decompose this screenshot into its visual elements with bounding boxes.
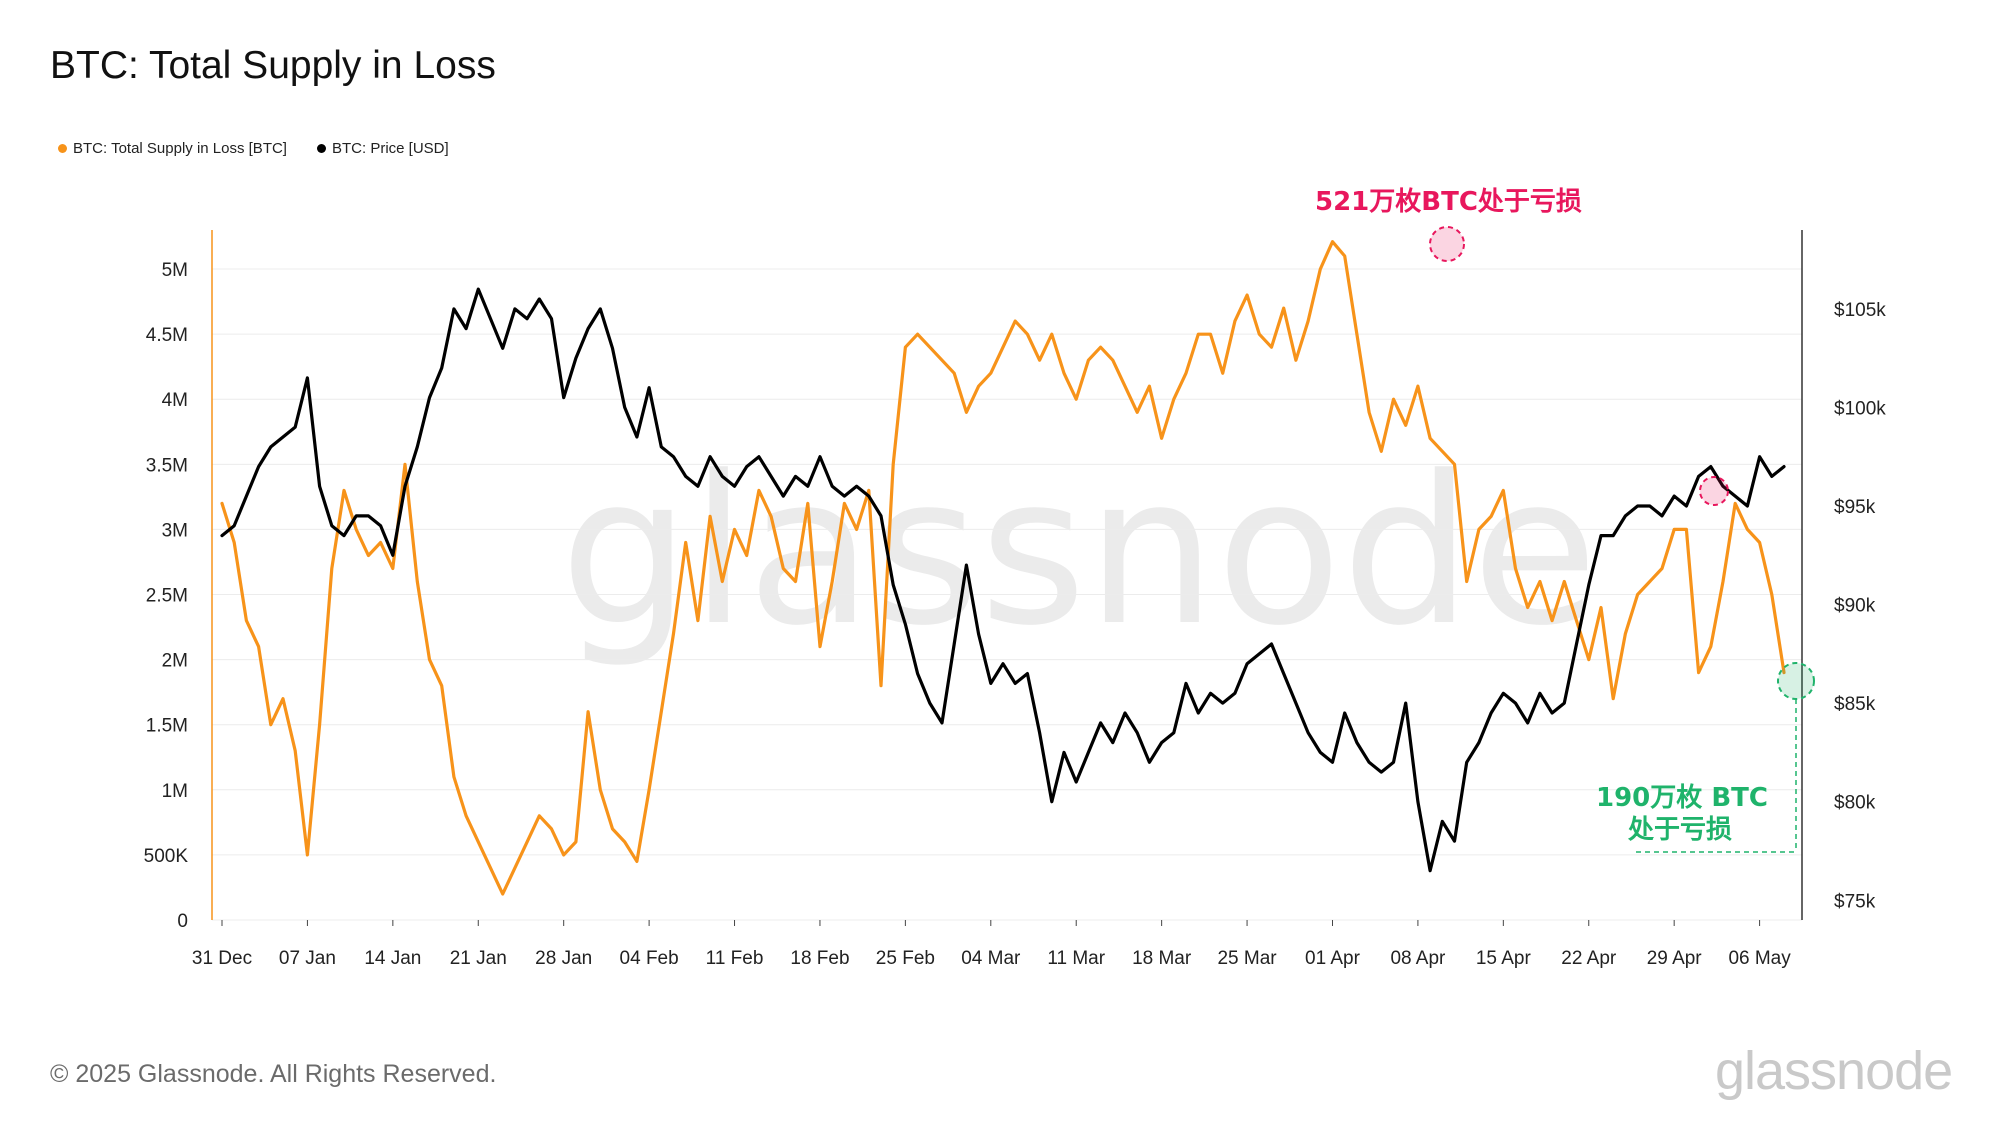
legend-label-supply: BTC: Total Supply in Loss [BTC]	[73, 140, 287, 157]
x-tick-label: 29 Apr	[1647, 948, 1703, 969]
right-tick-label: $100k	[1834, 398, 1886, 419]
legend-label-price: BTC: Price [USD]	[331, 140, 449, 157]
x-tick-label: 04 Feb	[620, 948, 679, 969]
x-tick-label: 15 Apr	[1476, 948, 1532, 969]
legend-dot-supply-icon	[58, 144, 67, 153]
series-layer	[220, 240, 1786, 896]
x-tick-label: 08 Apr	[1390, 948, 1446, 969]
legend-item-supply[interactable]: BTC: Total Supply in Loss [BTC]	[58, 140, 287, 157]
left-tick-label: 2M	[162, 651, 188, 672]
left-tick-label: 1M	[162, 781, 188, 802]
x-axis-ticks: 31 Dec 07 Jan 14 Jan 21 Jan 28 Jan 04 Feb 11 F…	[192, 920, 1791, 969]
x-tick-label: 11 Feb	[706, 948, 764, 969]
x-tick-label: 18 Mar	[1132, 948, 1192, 969]
left-tick-label: 1.5M	[146, 716, 188, 737]
chart-title: BTC: Total Supply in Loss	[50, 44, 496, 87]
x-tick-label: 18 Feb	[790, 948, 849, 969]
left-tick-label: 4M	[162, 390, 188, 411]
peak-marker[interactable]	[1429, 226, 1465, 262]
x-tick-label: 28 Jan	[535, 948, 592, 969]
right-tick-label: $85k	[1834, 694, 1876, 715]
price-line	[220, 287, 1786, 873]
x-tick-label: 25 Feb	[876, 948, 935, 969]
x-tick-label: 14 Jan	[364, 948, 421, 969]
legend-item-price[interactable]: BTC: Price [USD]	[316, 140, 449, 157]
left-tick-label: 2.5M	[146, 586, 188, 607]
right-tick-label: $80k	[1834, 793, 1876, 814]
left-axis-ticks: 0 500K 1M 1.5M 2M 2.5M 3M 3.5M 4M 4.5M 5M	[144, 260, 189, 932]
left-tick-label: 5M	[162, 260, 188, 281]
x-tick-label: 31 Dec	[192, 948, 252, 969]
x-tick-label: 11 Mar	[1047, 948, 1105, 969]
x-tick-label: 22 Apr	[1561, 948, 1617, 969]
right-axis-ticks: $75k $80k $85k $90k $95k $100k $105k	[1834, 300, 1886, 912]
glassnode-logo[interactable]: glassnode	[1715, 1041, 1953, 1101]
legend: BTC: Total Supply in Loss [BTC] BTC: Pri…	[58, 140, 449, 157]
right-tick-label: $90k	[1834, 596, 1876, 617]
x-tick-label: 01 Apr	[1305, 948, 1361, 969]
grid-lines	[212, 268, 1802, 921]
left-tick-label: 500K	[144, 846, 189, 867]
x-tick-label: 04 Mar	[961, 948, 1021, 969]
current-marker[interactable]	[1777, 662, 1815, 700]
current-label-line1: 190万枚 BTC	[1596, 783, 1768, 813]
x-tick-label: 21 Jan	[450, 948, 507, 969]
x-tick-label: 25 Mar	[1217, 948, 1277, 969]
chart-watermark: glassnode	[560, 433, 1598, 671]
legend-dot-price-icon	[316, 144, 326, 153]
supply-in-loss-line	[220, 240, 1786, 896]
current-label-line2: 处于亏损	[1627, 815, 1732, 845]
left-tick-label: 4.5M	[146, 325, 188, 346]
peak-annotation: 521万枚BTC处于亏损	[1315, 187, 1729, 506]
right-tick-label: $105k	[1834, 300, 1886, 321]
current-annotation: 190万枚 BTC 处于亏损	[1596, 662, 1815, 853]
cross-marker[interactable]	[1699, 476, 1729, 506]
x-tick-label: 07 Jan	[279, 948, 336, 969]
right-tick-label: $75k	[1834, 891, 1876, 912]
x-tick-label: 06 May	[1728, 948, 1791, 969]
copyright: © 2025 Glassnode. All Rights Reserved.	[50, 1060, 497, 1088]
peak-label: 521万枚BTC处于亏损	[1315, 187, 1582, 217]
left-tick-label: 3.5M	[146, 455, 188, 476]
left-tick-label: 0	[177, 911, 188, 932]
left-tick-label: 3M	[162, 520, 188, 541]
right-tick-label: $95k	[1834, 497, 1876, 518]
